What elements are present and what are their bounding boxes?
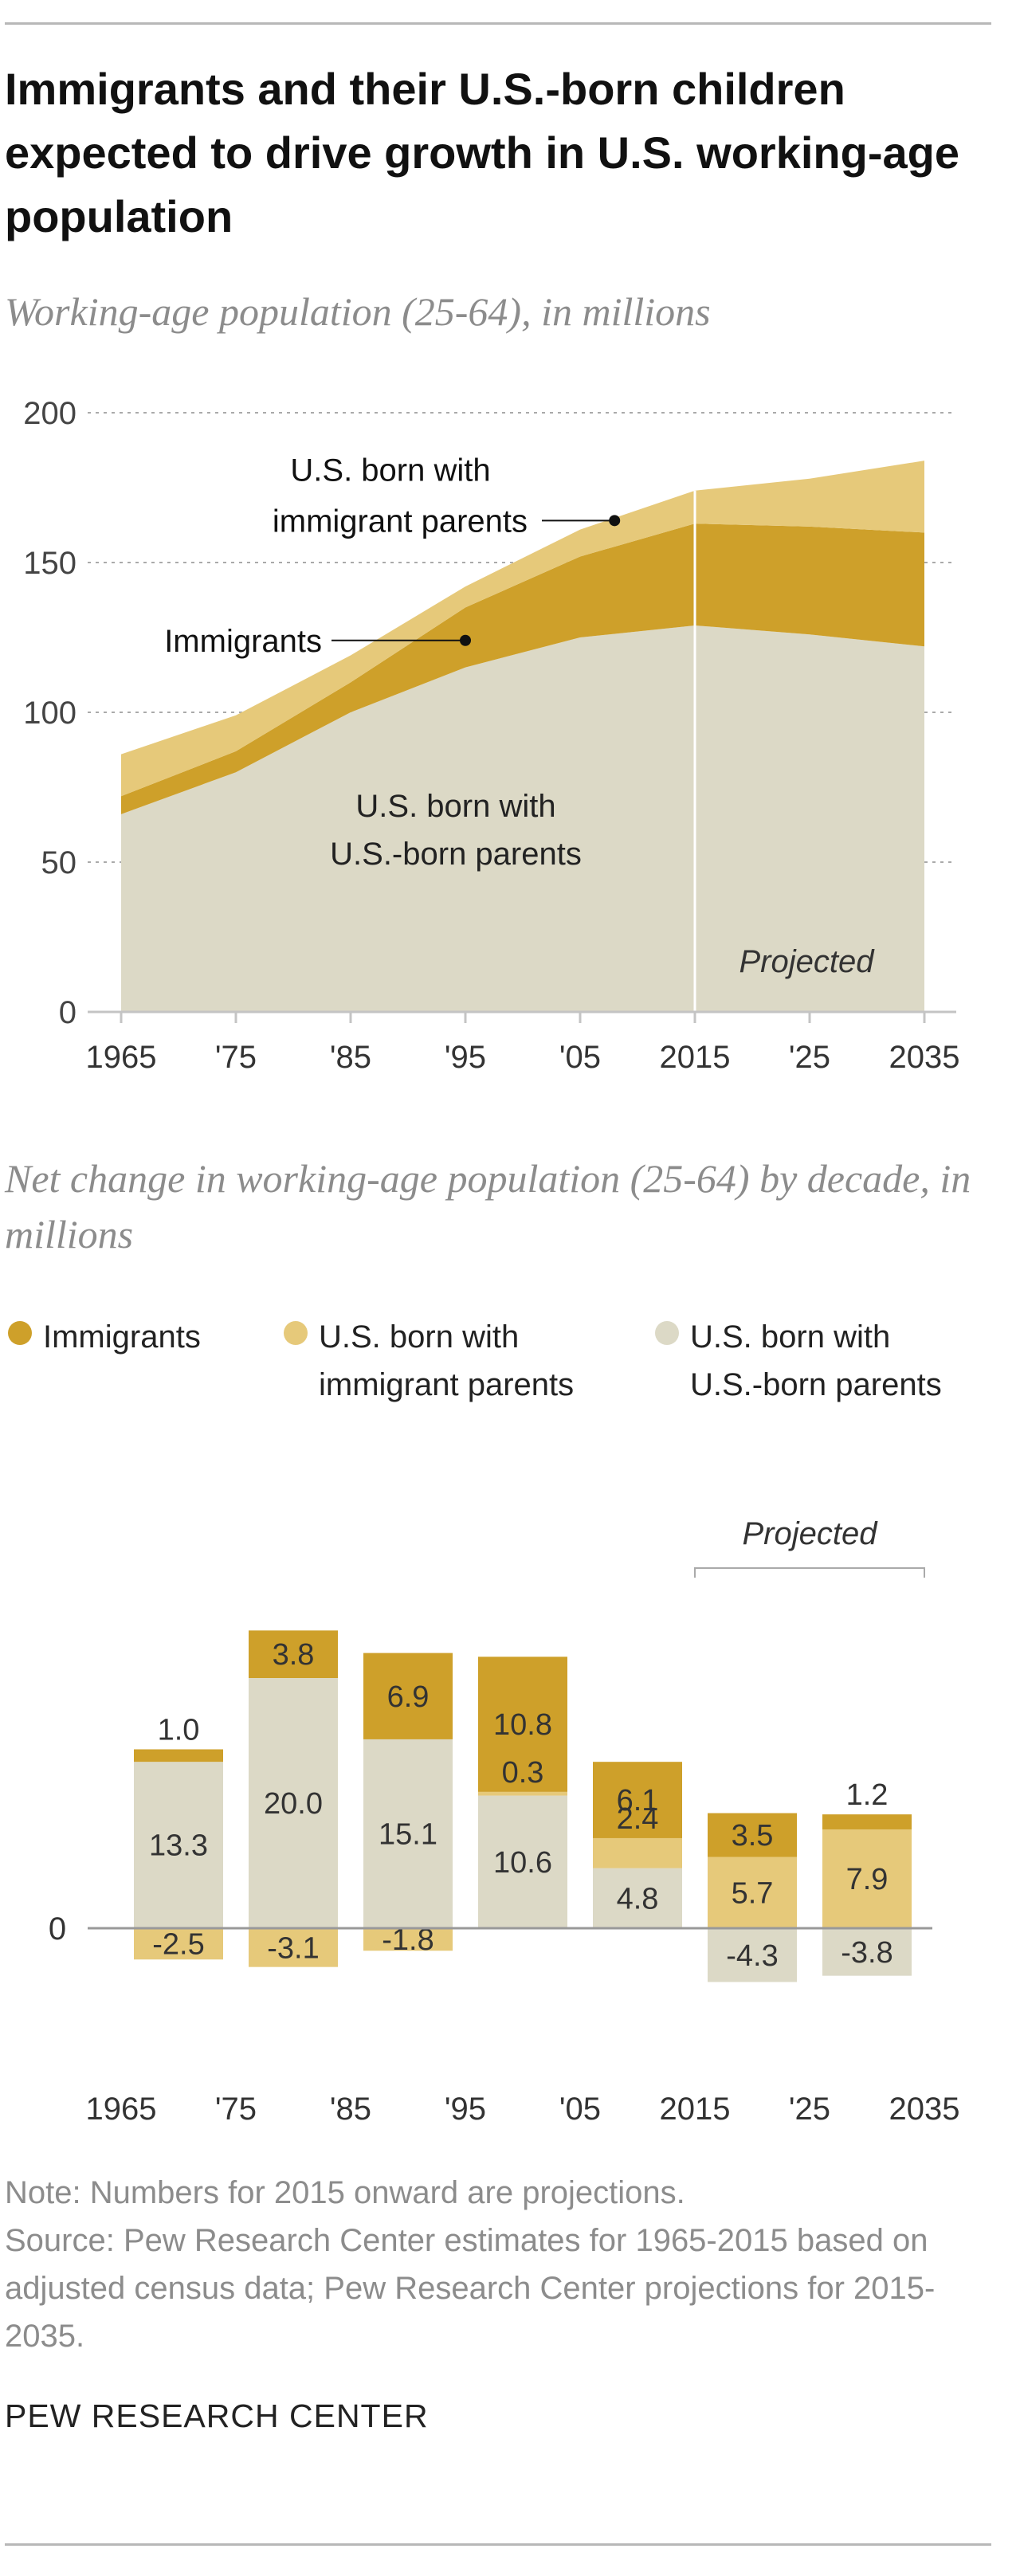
note-text: Note: Numbers for 2015 onward are projec… xyxy=(5,2175,685,2210)
x-tick-label: 1965 xyxy=(86,1040,157,1075)
bar-us_parents xyxy=(478,1795,567,1928)
bar-immigrant_parents xyxy=(363,1928,453,1951)
annotation-immigrant-parents: U.S. born with xyxy=(290,453,490,488)
pew-research-center-logo-text: PEW RESEARCH CENTER xyxy=(5,2398,429,2434)
x-tick-label: 2015 xyxy=(660,1040,731,1075)
x-tick-label: 2015 xyxy=(660,2092,731,2127)
bar-value-label: 6.9 xyxy=(387,1680,430,1714)
chart-notes: Note: Numbers for 2015 onward are projec… xyxy=(5,2169,977,2360)
source-text: Source: Pew Research Center estimates fo… xyxy=(5,2223,936,2354)
x-tick-label: '95 xyxy=(445,2092,486,2127)
bar-value-label: 20.0 xyxy=(264,1787,323,1821)
bar-value-label: 7.9 xyxy=(846,1863,889,1896)
bar-value-label: -4.3 xyxy=(726,1939,778,1973)
area-immigrant_parents xyxy=(121,461,924,797)
top-rule xyxy=(5,22,991,25)
bar-value-label: 3.8 xyxy=(273,1638,315,1672)
bar-immigrants xyxy=(593,1762,682,1838)
bar-value-label: 2.4 xyxy=(617,1802,659,1836)
bar-value-label: 1.0 xyxy=(158,1713,200,1747)
bar-value-label: 3.5 xyxy=(732,1819,774,1853)
bar-us_parents xyxy=(708,1928,797,1982)
annotation-us-parents: U.S. born with xyxy=(355,789,555,824)
bar-value-label: 4.8 xyxy=(617,1882,659,1915)
x-tick-label: 2035 xyxy=(889,1040,960,1075)
bar-value-label: 13.3 xyxy=(149,1829,208,1863)
area-immigrants xyxy=(121,523,924,814)
bar-us_parents xyxy=(363,1739,453,1928)
x-tick-label: '75 xyxy=(215,2092,257,2127)
bar-immigrant_parents xyxy=(478,1791,567,1796)
projected-label: Projected xyxy=(740,944,876,979)
x-tick-label: '85 xyxy=(330,2092,371,2127)
bar-value-label: 10.6 xyxy=(493,1846,552,1880)
legend-swatch-immigrants xyxy=(8,1321,32,1345)
x-tick-label: '25 xyxy=(789,2092,830,2127)
bar-value-label: -3.1 xyxy=(267,1931,319,1965)
bar-value-label: 10.8 xyxy=(493,1708,552,1742)
annotation-immigrants: Immigrants xyxy=(164,624,322,659)
bar-us_parents xyxy=(134,1762,223,1928)
y-tick-label: 50 xyxy=(41,845,77,880)
legend-label-us-parents: U.S. born with U.S.-born parents xyxy=(690,1319,942,1402)
bar-immigrants xyxy=(822,1814,912,1829)
y-tick-label: 150 xyxy=(23,546,76,581)
bar-value-label: 5.7 xyxy=(732,1876,774,1910)
bar-value-label: -2.5 xyxy=(152,1928,204,1962)
bar-us_parents xyxy=(822,1928,912,1976)
projected-label: Projected xyxy=(743,1516,879,1551)
bar-immigrants xyxy=(249,1630,338,1678)
zero-label: 0 xyxy=(49,1911,66,1947)
x-tick-label: '05 xyxy=(559,2092,601,2127)
bar-us_parents xyxy=(249,1678,338,1928)
bar-chart-subtitle: Net change in working-age population (25… xyxy=(5,1156,971,1257)
bar-value-label: -3.8 xyxy=(841,1936,892,1970)
x-tick-label: '95 xyxy=(445,1040,486,1075)
legend-swatch-immigrant-parents xyxy=(284,1321,308,1345)
bar-immigrant_parents xyxy=(134,1928,223,1960)
legend-swatch-us-parents xyxy=(655,1321,679,1345)
bar-immigrants xyxy=(708,1813,797,1857)
bar-value-label: 15.1 xyxy=(379,1817,437,1851)
bar-immigrants xyxy=(363,1653,453,1739)
bar-chart-legend: Immigrants U.S. born with immigrant pare… xyxy=(0,1313,1020,1417)
annotation-us-parents: U.S.-born parents xyxy=(330,837,582,872)
legend-label-immigrants: Immigrants xyxy=(43,1319,201,1355)
y-tick-label: 0 xyxy=(59,995,76,1030)
area-chart-subtitle: Working-age population (25-64), in milli… xyxy=(5,289,711,334)
y-tick-label: 200 xyxy=(23,396,76,431)
bar-immigrant_parents xyxy=(822,1829,912,1928)
bar-immigrants xyxy=(134,1749,223,1762)
annotation-immigrant-parents: immigrant parents xyxy=(273,504,528,539)
bar-immigrant_parents xyxy=(708,1857,797,1928)
area-us_parents xyxy=(121,625,924,1012)
x-tick-label: 2035 xyxy=(889,2092,960,2127)
area-chart: 0 50 100 150 200 Projected 1965 '75 '85 '95 '05 201… xyxy=(23,396,960,1075)
bar-value-label: 6.1 xyxy=(617,1784,659,1817)
bar-chart: 13.3-2.51.020.0-3.13.815.1-1.86.910.60.3… xyxy=(49,1516,960,2127)
legend-label-immigrant-parents: U.S. born with immigrant parents xyxy=(319,1319,575,1402)
x-tick-label: '75 xyxy=(215,1040,257,1075)
legend-item-immigrant-parents: U.S. born with immigrant parents xyxy=(284,1313,574,1409)
x-tick-label: '05 xyxy=(559,1040,601,1075)
bar-value-label: 1.2 xyxy=(846,1778,889,1812)
chart-title: Immigrants and their U.S.-born children … xyxy=(5,64,959,241)
bar-immigrant_parents xyxy=(593,1837,682,1868)
x-tick-label: '85 xyxy=(330,1040,371,1075)
x-tick-label: '25 xyxy=(789,1040,830,1075)
legend-item-immigrants: Immigrants xyxy=(8,1313,201,1361)
bar-immigrants xyxy=(478,1657,567,1792)
bar-value-label: 0.3 xyxy=(502,1756,544,1790)
bar-us_parents xyxy=(593,1868,682,1928)
y-tick-label: 100 xyxy=(23,696,76,731)
x-tick-label: 1965 xyxy=(86,2092,157,2127)
legend-item-us-parents: U.S. born with U.S.-born parents xyxy=(655,1313,942,1409)
projected-bracket xyxy=(694,1567,925,1578)
bottom-rule xyxy=(5,2543,991,2546)
bar-immigrant_parents xyxy=(249,1928,338,1967)
